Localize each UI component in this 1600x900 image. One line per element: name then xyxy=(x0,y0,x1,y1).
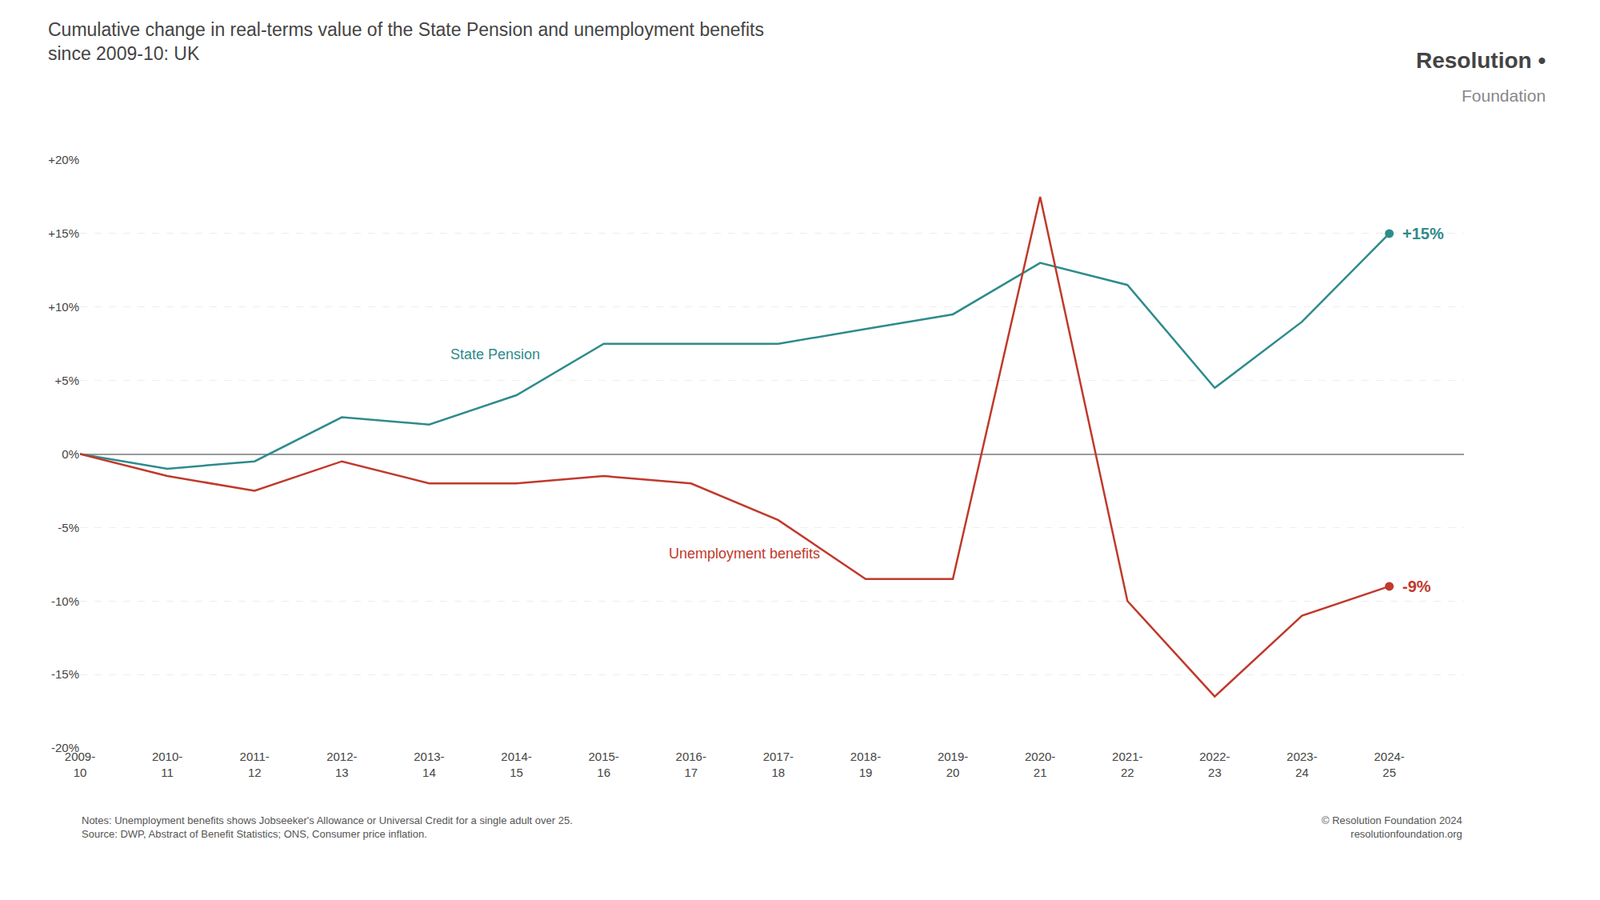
svg-text:2019-20: 2019-20 xyxy=(937,749,968,780)
svg-text:0%: 0% xyxy=(61,447,80,461)
svg-text:Cumulative change in real-term: Cumulative change in real-terms value of… xyxy=(48,19,764,64)
svg-text:-9%: -9% xyxy=(1402,577,1432,596)
svg-text:2010-11: 2010-11 xyxy=(152,749,183,780)
svg-text:-15%: -15% xyxy=(51,667,80,681)
svg-text:+5%: +5% xyxy=(55,373,80,388)
svg-text:Unemployment benefits: Unemployment benefits xyxy=(668,545,820,562)
svg-text:Foundation: Foundation xyxy=(1461,86,1546,105)
svg-text:2013-14: 2013-14 xyxy=(413,749,444,780)
svg-text:-10%: -10% xyxy=(51,594,80,608)
svg-text:© Resolution Foundation 2024re: © Resolution Foundation 2024resolutionfo… xyxy=(1321,814,1463,840)
svg-text:2017-18: 2017-18 xyxy=(763,749,794,780)
svg-text:2016-17: 2016-17 xyxy=(676,749,707,780)
svg-text:2018-19: 2018-19 xyxy=(850,749,881,780)
svg-text:-5%: -5% xyxy=(57,520,80,535)
svg-text:2011-12: 2011-12 xyxy=(240,749,270,780)
svg-text:-20%: -20% xyxy=(51,740,80,755)
svg-text:2022-23: 2022-23 xyxy=(1199,749,1230,780)
svg-text:2009-10: 2009-10 xyxy=(64,749,96,780)
svg-text:2023-24: 2023-24 xyxy=(1286,749,1317,780)
svg-text:+15%: +15% xyxy=(1402,224,1444,243)
svg-text:State Pension: State Pension xyxy=(450,346,540,363)
svg-text:2014-15: 2014-15 xyxy=(500,749,532,780)
svg-text:2012-13: 2012-13 xyxy=(326,749,357,780)
svg-text:2015-16: 2015-16 xyxy=(588,749,619,780)
svg-text:+10%: +10% xyxy=(48,300,80,314)
svg-text:2020-21: 2020-21 xyxy=(1024,749,1056,780)
svg-text:Resolution •: Resolution • xyxy=(1416,48,1546,73)
svg-text:2021-22: 2021-22 xyxy=(1112,749,1143,780)
svg-text:Notes: Unemployment benefits s: Notes: Unemployment benefits shows Jobse… xyxy=(81,814,573,840)
svg-text:+20%: +20% xyxy=(48,152,80,167)
svg-text:+15%: +15% xyxy=(48,226,80,240)
svg-text:2024-25: 2024-25 xyxy=(1373,749,1404,780)
